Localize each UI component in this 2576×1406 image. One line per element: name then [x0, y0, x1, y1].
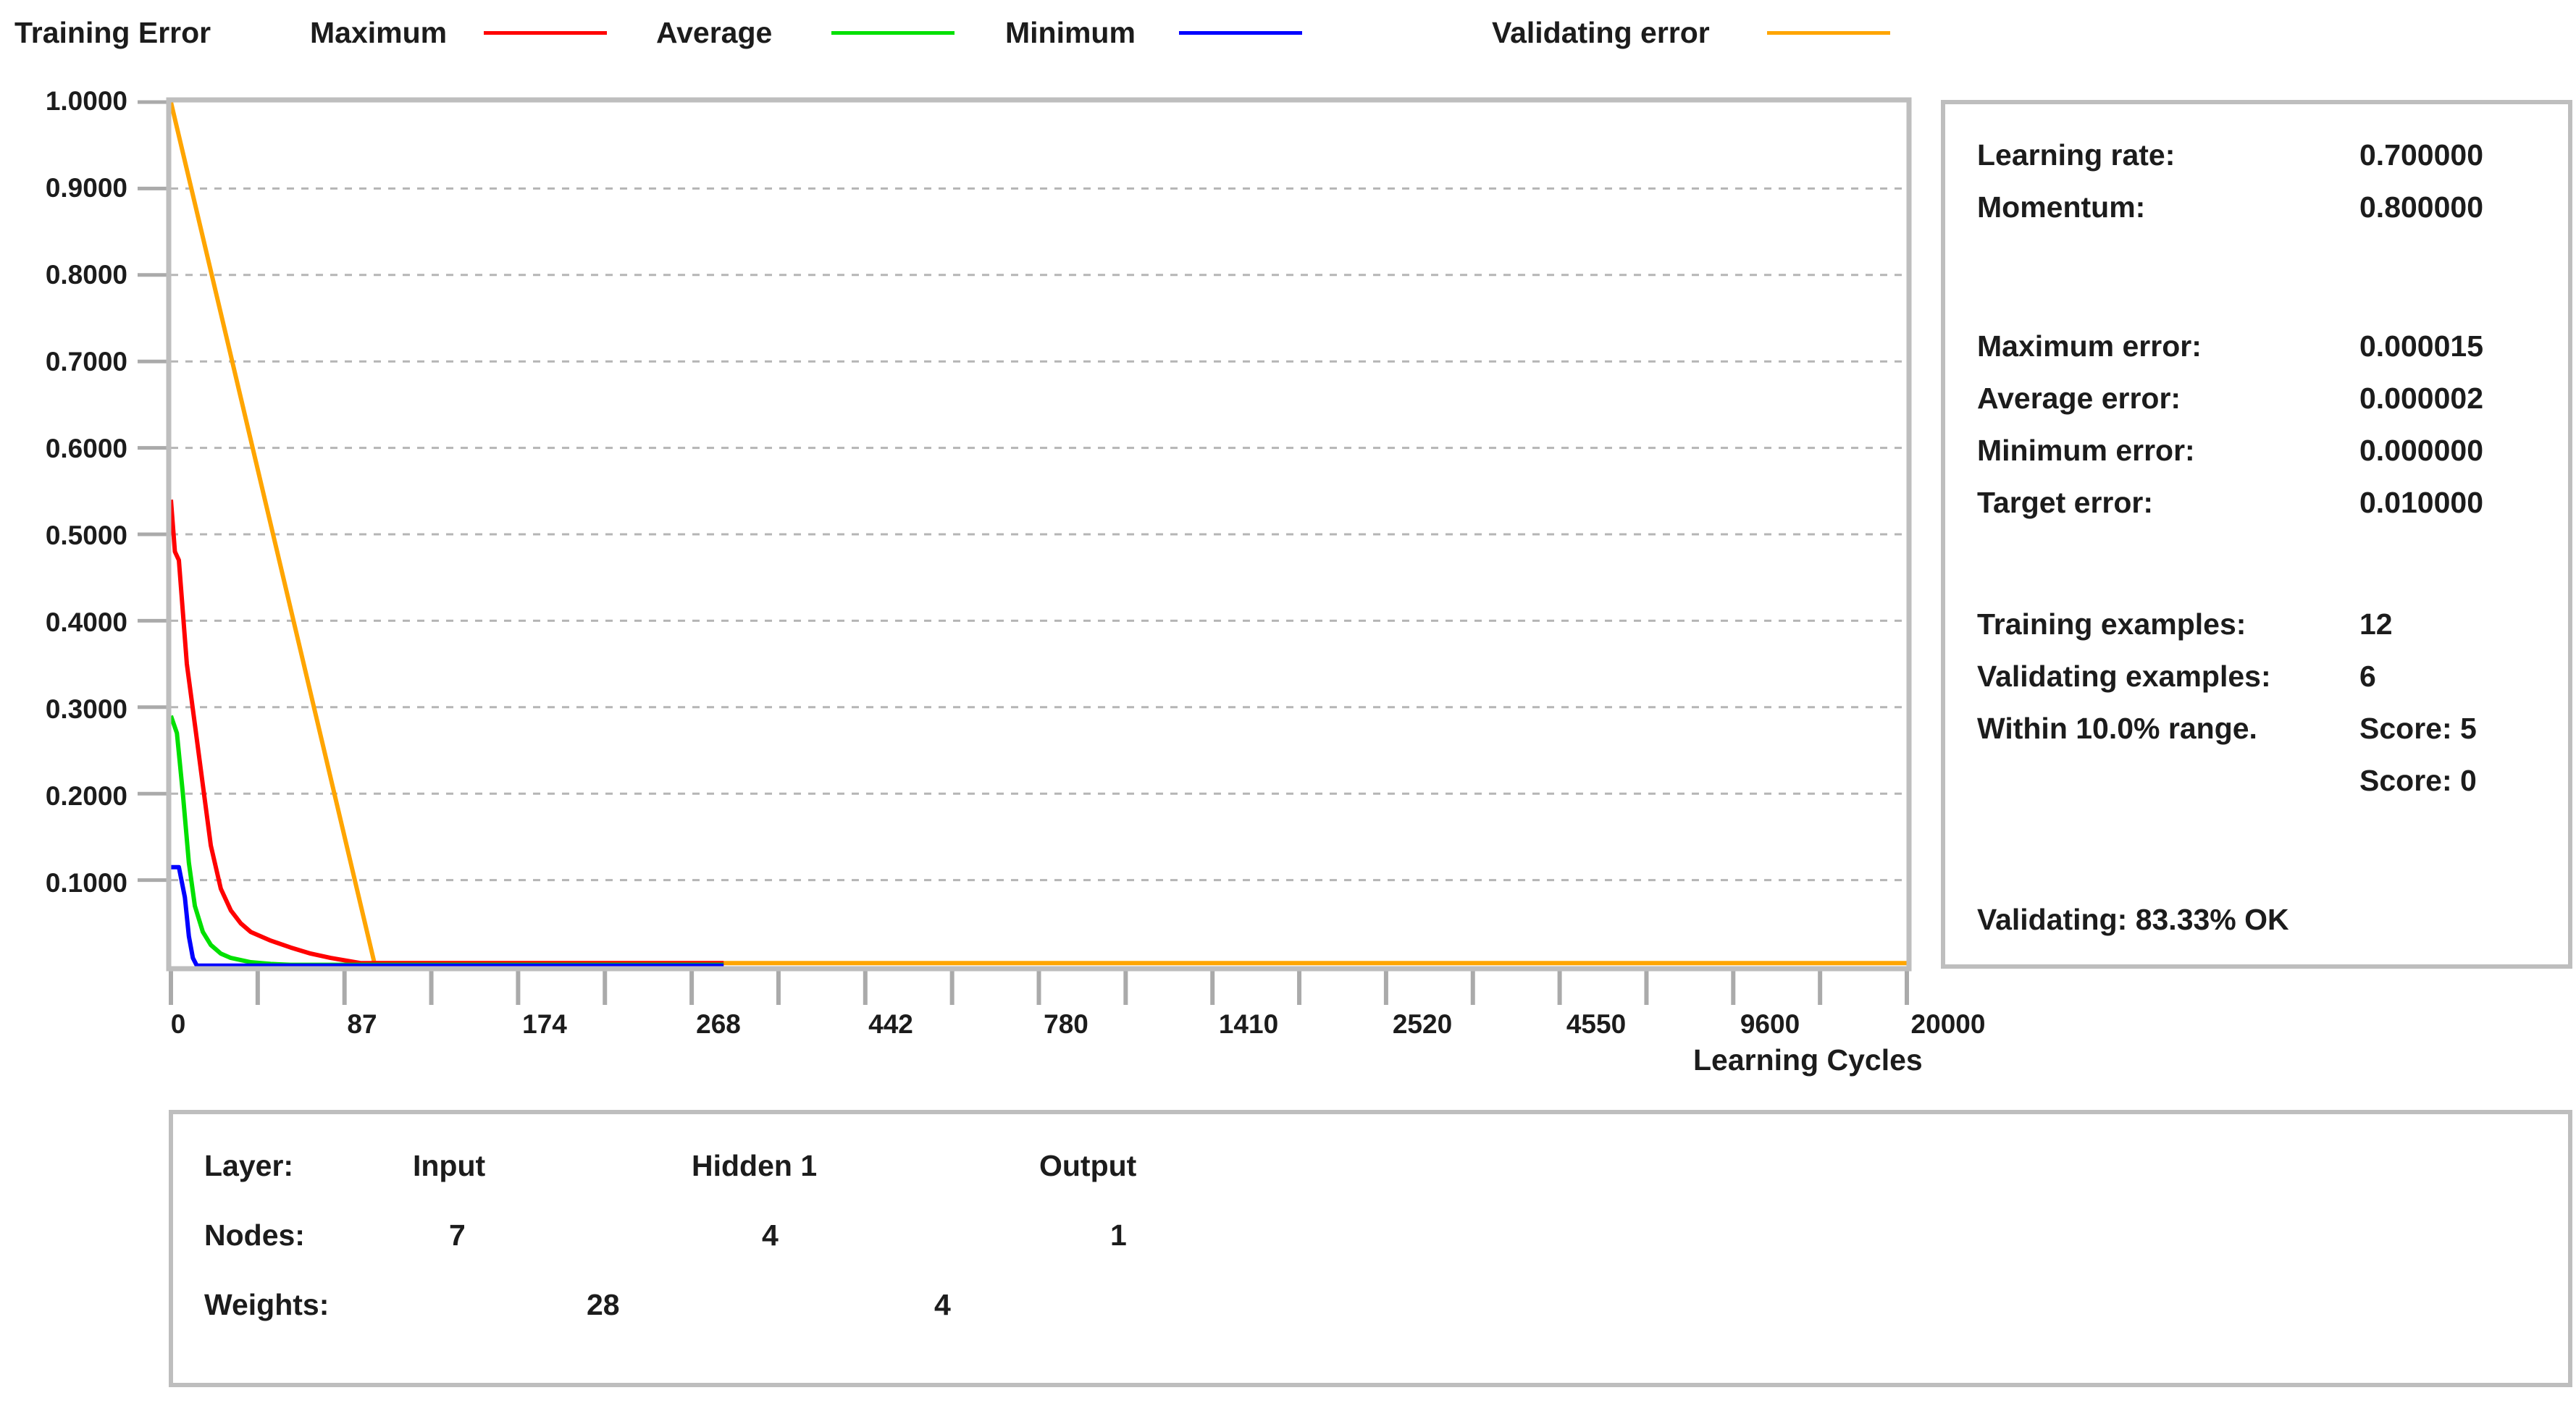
series-line-minimum	[171, 864, 724, 968]
y-tick-label: 0.3000	[45, 694, 127, 724]
x-tick-label: 1410	[1218, 1009, 1279, 1039]
legend-swatch-maximum	[484, 31, 607, 35]
target-error-label: Target error:	[1977, 486, 2154, 519]
grid-lines	[138, 100, 1907, 883]
y-tick-label: 0.6000	[45, 434, 127, 463]
x-tick-label: 442	[868, 1009, 913, 1039]
x-axis-title: Learning Cycles	[1693, 1043, 1923, 1077]
training-score-value: Score: 5	[2359, 712, 2477, 745]
legend-label-validating: Validating error	[1492, 16, 1710, 49]
y-tick-label: 0.7000	[45, 347, 127, 376]
validating-result: Validating: 83.33% OK	[1977, 903, 2289, 936]
validating-examples-label: Validating examples:	[1977, 660, 2271, 693]
layer-label: Layer:	[204, 1149, 294, 1182]
nodes-hidden-1: 4	[762, 1218, 779, 1252]
series-line-average	[169, 715, 724, 967]
nodes-input: 7	[449, 1218, 466, 1252]
weights-hidden-output: 4	[934, 1288, 951, 1321]
weights-label: Weights:	[204, 1288, 330, 1321]
training-examples-label: Training examples:	[1977, 607, 2246, 641]
weights-input-hidden: 28	[587, 1288, 620, 1321]
plot-frame	[166, 97, 1912, 972]
learning-rate-value: 0.700000	[2359, 138, 2484, 172]
momentum-value: 0.800000	[2359, 190, 2484, 224]
legend-label-maximum: Maximum	[310, 16, 448, 49]
x-tick-label: 20000	[1910, 1009, 1986, 1039]
maximum-error-value: 0.000015	[2359, 329, 2484, 363]
legend-swatch-minimum	[1179, 31, 1302, 35]
y-tick-label: 1.0000	[45, 86, 127, 116]
average-error-value: 0.000002	[2359, 382, 2484, 415]
minimum-error-value: 0.000000	[2359, 434, 2484, 467]
within-range-label: Within 10.0% range.	[1977, 712, 2257, 745]
x-tick-label: 0	[170, 1009, 186, 1039]
x-tick-label: 2520	[1392, 1009, 1453, 1039]
series-layer	[169, 101, 1907, 968]
target-error-value: 0.010000	[2359, 486, 2484, 519]
y-tick-label: 0.5000	[45, 521, 127, 550]
y-tick-label: 0.1000	[45, 868, 127, 898]
y-tick-label: 0.9000	[45, 173, 127, 203]
legend-label-average: Average	[656, 16, 773, 49]
legend-label-minimum: Minimum	[1005, 16, 1136, 49]
average-error-label: Average error:	[1977, 382, 2181, 415]
x-tick-label: 4550	[1566, 1009, 1627, 1039]
layer-output: Output	[1039, 1149, 1137, 1182]
series-line-validating-error	[169, 101, 1907, 966]
x-tick-label: 268	[696, 1009, 741, 1039]
series-line-maximum	[169, 499, 724, 966]
x-tick-marks	[169, 970, 1909, 1005]
legend-swatch-average	[831, 31, 955, 35]
learning-rate-label: Learning rate:	[1977, 138, 2176, 172]
y-tick-label: 0.2000	[45, 781, 127, 811]
x-tick-label: 87	[347, 1009, 377, 1039]
maximum-error-label: Maximum error:	[1977, 329, 2202, 363]
layer-input: Input	[413, 1149, 486, 1182]
x-tick-label: 174	[522, 1009, 567, 1039]
validating-examples-value: 6	[2359, 660, 2376, 693]
legend-title: Training Error	[14, 16, 211, 49]
layer-hidden-1: Hidden 1	[692, 1149, 818, 1182]
y-tick-label: 0.4000	[45, 607, 127, 637]
x-tick-label: 780	[1044, 1009, 1088, 1039]
stats-panel	[1941, 100, 2572, 969]
y-tick-label: 0.8000	[45, 260, 127, 290]
nodes-label: Nodes:	[204, 1218, 305, 1252]
training-examples-value: 12	[2359, 607, 2393, 641]
x-tick-label: 9600	[1740, 1009, 1800, 1039]
validating-score-value: Score: 0	[2359, 764, 2477, 797]
nodes-output: 1	[1110, 1218, 1127, 1252]
minimum-error-label: Minimum error:	[1977, 434, 2195, 467]
network-panel	[169, 1110, 2572, 1387]
legend-swatch-validating	[1767, 31, 1890, 35]
momentum-label: Momentum:	[1977, 190, 2146, 224]
